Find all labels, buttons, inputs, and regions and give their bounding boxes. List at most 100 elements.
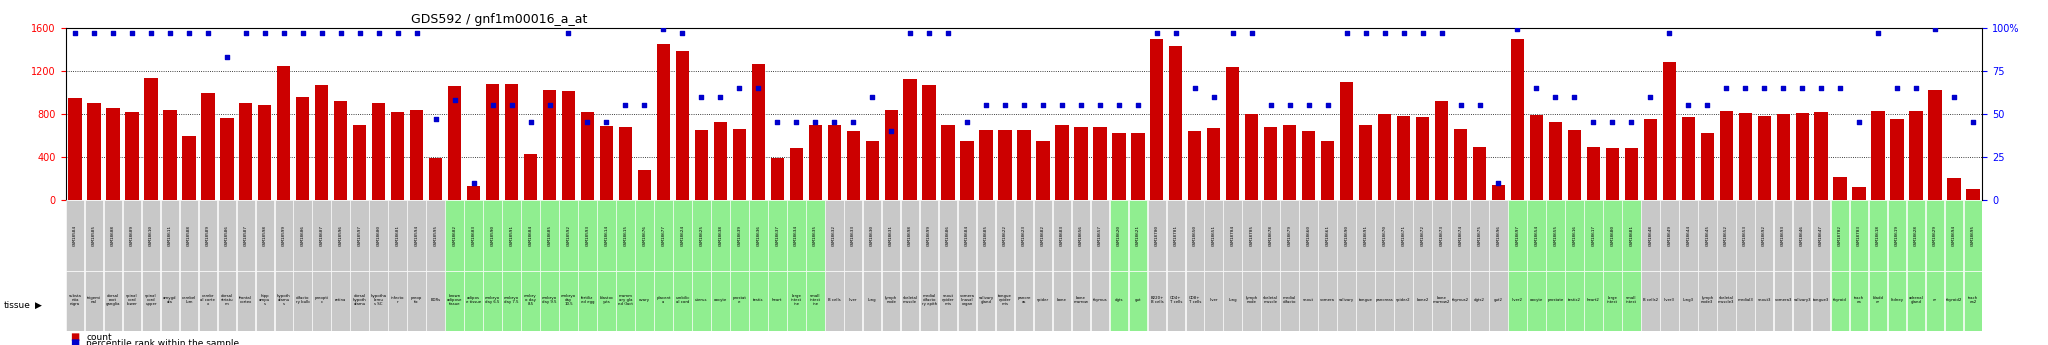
- Text: GSM18628: GSM18628: [1915, 225, 1919, 246]
- Bar: [674, 200, 692, 271]
- Bar: [1376, 271, 1395, 331]
- Point: [553, 30, 586, 36]
- Point: [457, 180, 489, 186]
- Point: [571, 120, 604, 125]
- Point: [1786, 85, 1819, 91]
- Bar: [862, 200, 881, 271]
- Text: GSM18699: GSM18699: [928, 225, 932, 246]
- Point: [723, 85, 756, 91]
- Bar: [84, 271, 102, 331]
- Text: olfacto
ry bulb: olfacto ry bulb: [295, 296, 309, 304]
- Text: GSM18602: GSM18602: [453, 225, 457, 246]
- Bar: [786, 200, 805, 271]
- Bar: [221, 118, 233, 200]
- Text: hypotha
lamu
s SC: hypotha lamu s SC: [371, 294, 387, 306]
- Text: GSM18635: GSM18635: [813, 225, 817, 246]
- Bar: [1397, 116, 1411, 200]
- Bar: [1716, 271, 1735, 331]
- Bar: [657, 44, 670, 200]
- Point: [1292, 102, 1325, 108]
- Point: [913, 30, 946, 36]
- Point: [799, 120, 831, 125]
- Bar: [1470, 271, 1489, 331]
- Bar: [995, 200, 1014, 271]
- Bar: [1053, 200, 1071, 271]
- Bar: [1360, 125, 1372, 200]
- Point: [1425, 30, 1458, 36]
- Point: [1767, 85, 1800, 91]
- Text: GSM18616: GSM18616: [1573, 225, 1577, 246]
- Bar: [164, 110, 176, 200]
- Bar: [1739, 113, 1751, 200]
- Point: [1843, 120, 1876, 125]
- Bar: [1376, 200, 1395, 271]
- Bar: [711, 200, 729, 271]
- Point: [1253, 102, 1286, 108]
- Bar: [1774, 271, 1792, 331]
- Bar: [1262, 271, 1280, 331]
- Text: hypoth
alamu
s: hypoth alamu s: [276, 294, 291, 306]
- Bar: [1812, 200, 1831, 271]
- Bar: [1264, 127, 1278, 200]
- Text: GSM18675: GSM18675: [1477, 225, 1481, 246]
- Point: [115, 30, 147, 36]
- Bar: [1395, 200, 1413, 271]
- Bar: [502, 271, 520, 331]
- Text: GSM18620: GSM18620: [1116, 225, 1120, 246]
- Text: salivary
gland: salivary gland: [979, 296, 993, 304]
- Bar: [332, 200, 350, 271]
- Text: oocyte: oocyte: [1530, 298, 1542, 302]
- Bar: [825, 200, 844, 271]
- Bar: [729, 200, 750, 271]
- Point: [1520, 85, 1552, 91]
- Text: brown
adipose
tissue: brown adipose tissue: [446, 294, 463, 306]
- Bar: [389, 271, 408, 331]
- Point: [381, 30, 414, 36]
- Text: GSM18700: GSM18700: [1155, 225, 1159, 246]
- Point: [496, 102, 528, 108]
- Text: GSM18673: GSM18673: [1440, 225, 1444, 246]
- Bar: [276, 66, 291, 200]
- Text: er: er: [1933, 298, 1937, 302]
- Text: GSM18624: GSM18624: [680, 225, 684, 246]
- Bar: [426, 200, 444, 271]
- Bar: [653, 271, 672, 331]
- Point: [1729, 85, 1761, 91]
- Text: GSM18593: GSM18593: [586, 225, 590, 246]
- Bar: [733, 129, 745, 200]
- Text: lung3: lung3: [1683, 298, 1694, 302]
- Point: [438, 97, 471, 103]
- Text: GSM18683: GSM18683: [1061, 225, 1065, 246]
- Text: GSM18597: GSM18597: [358, 225, 362, 246]
- Bar: [1640, 271, 1659, 331]
- Point: [950, 120, 983, 125]
- Bar: [1661, 200, 1679, 271]
- Bar: [995, 271, 1014, 331]
- Bar: [844, 271, 862, 331]
- Text: GSM18605: GSM18605: [547, 225, 551, 246]
- Text: tongue: tongue: [1358, 298, 1372, 302]
- Text: thyroid: thyroid: [1833, 298, 1847, 302]
- Text: GSM18638: GSM18638: [719, 225, 723, 246]
- Text: bone: bone: [1057, 298, 1067, 302]
- Bar: [1964, 271, 1982, 331]
- Bar: [1356, 200, 1374, 271]
- Bar: [752, 64, 766, 200]
- Text: prostate: prostate: [1548, 298, 1563, 302]
- Bar: [1868, 271, 1888, 331]
- Text: GSM18646: GSM18646: [1800, 225, 1804, 246]
- Point: [59, 30, 92, 36]
- Bar: [1280, 200, 1298, 271]
- Bar: [1204, 200, 1223, 271]
- Bar: [408, 200, 426, 271]
- Text: infecto
r: infecto r: [391, 296, 403, 304]
- Text: GSM18586: GSM18586: [225, 225, 229, 246]
- Text: vomera3: vomera3: [1774, 298, 1792, 302]
- Bar: [199, 200, 217, 271]
- Bar: [1014, 200, 1034, 271]
- Bar: [1812, 271, 1831, 331]
- Point: [96, 30, 129, 36]
- Text: GSM18686: GSM18686: [946, 225, 950, 246]
- Text: thymus: thymus: [1092, 298, 1108, 302]
- Text: prostat
e: prostat e: [733, 296, 745, 304]
